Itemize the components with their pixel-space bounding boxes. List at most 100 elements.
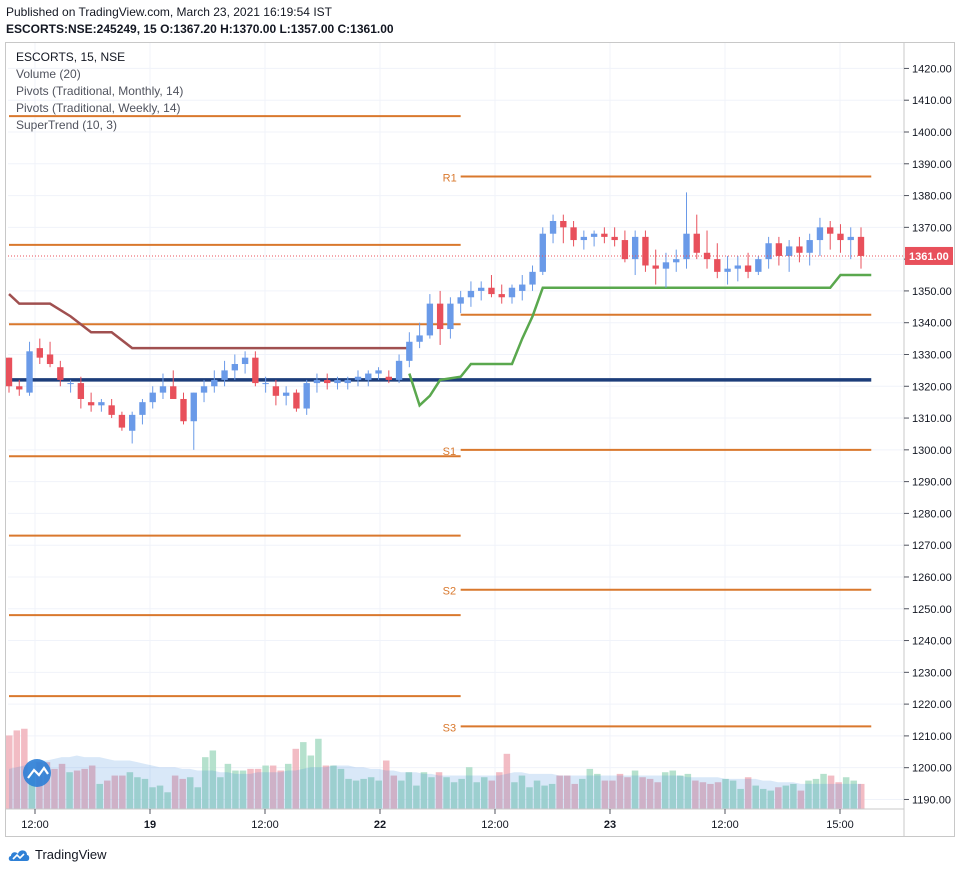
candle-body (714, 259, 721, 272)
price-tick-label: 1210.00 (912, 731, 952, 743)
volume-bar (654, 782, 661, 809)
candle-body (5, 357, 13, 387)
candle-body (447, 303, 454, 330)
candle-body (539, 233, 546, 272)
volume-bar (104, 780, 111, 809)
legend-line-pivots-weekly[interactable]: Pivots (Traditional, Weekly, 14) (16, 101, 181, 115)
volume-bar (345, 778, 352, 809)
chart-frame[interactable]: R1 S1 S2 S3 ESCORTS, 15, NSE Volume (20) Pi… (5, 42, 955, 837)
volume-bar (503, 753, 511, 809)
candle-body (190, 392, 197, 422)
candle-body (673, 259, 680, 263)
candle-body (313, 379, 321, 384)
legend-line-supertrend[interactable]: SuperTrend (10, 3) (16, 118, 117, 132)
volume-bar (367, 777, 375, 809)
volume-bar (224, 763, 232, 809)
price-tick-label: 1190.00 (912, 794, 951, 806)
volume-bar (790, 783, 797, 809)
volume-bar (775, 787, 782, 809)
volume-bar (820, 773, 827, 809)
time-axis[interactable]: 12:00 19 12:00 22 12:00 23 12:00 15:00 (6, 808, 904, 831)
candle-body (221, 370, 228, 380)
candle-body (406, 341, 413, 361)
candle-body (46, 354, 54, 365)
volume-bar (232, 770, 239, 809)
time-tick-label: 12:00 (481, 819, 509, 831)
volume-bar (315, 738, 322, 809)
volume-bar (842, 777, 850, 809)
pivot-label-s1: S1 (443, 446, 456, 458)
candle-body (857, 236, 865, 256)
volume-bar (119, 775, 126, 809)
tradingview-logo-text: TradingView (35, 847, 107, 862)
candle-body (560, 220, 567, 228)
volume-bar (699, 782, 707, 809)
candle-body (282, 392, 290, 396)
candle-body (693, 233, 700, 253)
volume-bar (239, 770, 247, 809)
volume-bar (73, 770, 81, 809)
candle-body (519, 284, 526, 291)
candle-body (549, 220, 557, 234)
time-tick-label: 12:00 (711, 819, 739, 831)
volume-bar (722, 778, 729, 809)
last-price-layer: 1361.00 (8, 246, 953, 265)
pivot-layer: R1 S1 S2 S3 (9, 115, 872, 734)
time-tick-label: 19 (144, 819, 156, 831)
symbol-ohlc-line: ESCORTS:NSE:245249, 15 O:1367.20 H:1370.… (6, 22, 394, 36)
candle-body (724, 268, 731, 272)
pivot-label-r1: R1 (443, 172, 457, 184)
candle-body (478, 287, 485, 291)
candle-body (26, 351, 33, 393)
candle-body (796, 246, 803, 253)
candle-body (211, 379, 218, 387)
volume-bar (835, 782, 842, 809)
volume-bar (616, 773, 624, 809)
candle-body (87, 402, 95, 406)
legend-line-pivots-monthly[interactable]: Pivots (Traditional, Monthly, 14) (16, 84, 183, 98)
price-tick-label: 1370.00 (912, 222, 952, 234)
candle-body (36, 348, 43, 358)
time-tick-label: 12:00 (251, 819, 279, 831)
volume-bar (579, 778, 586, 809)
cloud-watermark-icon (23, 759, 51, 787)
legend-line-volume[interactable]: Volume (20) (16, 67, 81, 81)
volume-bar (481, 777, 488, 809)
candle-body (765, 243, 772, 260)
candle-body (98, 402, 105, 406)
legend-line-symbol[interactable]: ESCORTS, 15, NSE (16, 50, 125, 64)
volume-bar (767, 790, 775, 809)
price-tick-label: 1260.00 (912, 572, 952, 584)
candle-body (488, 287, 495, 295)
candle-body (529, 271, 536, 285)
volume-bar (194, 787, 201, 809)
candle-body (67, 383, 74, 385)
volume-bar (805, 780, 812, 809)
volume-bar (322, 765, 330, 809)
candle-body (631, 236, 639, 260)
price-axis[interactable]: 1190.00 1200.00 1210.00 1220.00 1230.00 1240.… (903, 43, 952, 836)
price-tick-label: 1420.00 (912, 63, 952, 75)
volume-bar (571, 783, 578, 809)
volume-bar (398, 780, 405, 809)
price-chart[interactable]: R1 S1 S2 S3 ESCORTS, 15, NSE Volume (20) Pi… (5, 43, 954, 836)
volume-bar (43, 762, 51, 809)
candle-body (816, 227, 824, 241)
volume-bar (594, 773, 601, 809)
candle-body (508, 287, 516, 298)
candle-body (570, 227, 577, 241)
volume-bar (405, 772, 413, 809)
volume-bar (149, 787, 156, 809)
volume-bar (269, 765, 277, 809)
candle-body (272, 386, 280, 396)
price-tick-label: 1300.00 (912, 445, 952, 457)
volume-bar (744, 777, 752, 809)
tradingview-logo[interactable]: TradingView (8, 847, 107, 862)
price-tick-label: 1270.00 (912, 540, 952, 552)
candle-body (262, 383, 269, 385)
candle-body (847, 236, 854, 241)
volume-bar (58, 763, 66, 809)
volume-bar (247, 768, 254, 809)
candle-body (785, 246, 793, 256)
candle-body (149, 392, 156, 403)
